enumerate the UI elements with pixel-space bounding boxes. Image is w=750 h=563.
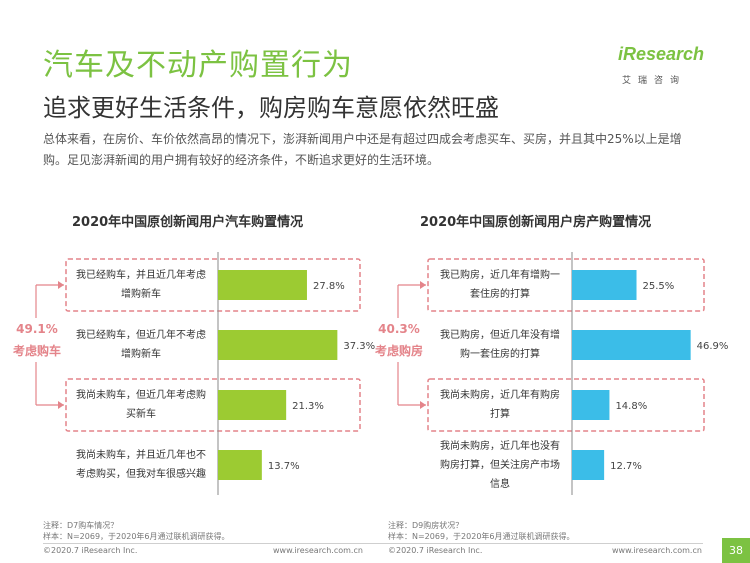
- car-bracket-arrow: [58, 281, 64, 289]
- house-bar: [572, 450, 605, 480]
- house-bar: [572, 330, 691, 360]
- car-bar: [218, 450, 262, 480]
- car-bracket-arrow: [58, 401, 64, 409]
- left-notes: 注释：D7购车情况？ 样本：N=2069，于2020年6月通过联机调研获得。: [43, 520, 230, 542]
- house-category-line: 套住房的打算: [470, 289, 530, 300]
- car-category-line: 增购新车: [121, 349, 161, 360]
- house-category-line: 我已购房，近几年有增购一: [440, 270, 560, 281]
- car-category-line: 考虑购买，但我对车很感兴趣: [76, 469, 206, 480]
- car-category-line: 买新车: [126, 409, 156, 420]
- car-bar: [218, 390, 287, 420]
- car-value-label: 13.7%: [268, 461, 300, 472]
- house-bar: [572, 270, 637, 300]
- car-bar: [218, 330, 338, 360]
- house-category-line: 我尚未购房，近几年也没有: [440, 440, 560, 452]
- house-highlight-box: [427, 258, 705, 312]
- house-highlight-box: [427, 378, 705, 432]
- house-value-label: 14.8%: [615, 401, 647, 412]
- house-group-percent: 40.3%: [378, 322, 420, 336]
- house-group-label: 考虑购房: [374, 344, 423, 358]
- house-category-line: 信息: [490, 478, 510, 490]
- car-category-line: 增购新车: [121, 289, 161, 300]
- house-value-label: 25.5%: [643, 281, 675, 292]
- house-bar: [572, 390, 610, 420]
- left-note-line: 注释：D7购车情况？: [43, 521, 119, 530]
- car-value-label: 21.3%: [292, 401, 324, 412]
- car-bar: [218, 270, 307, 300]
- car-group-percent: 49.1%: [16, 322, 58, 336]
- car-category-line: 我已经购车，但近几年不考虑: [76, 330, 206, 341]
- footer-url-left[interactable]: www.iresearch.com.cn: [273, 546, 363, 555]
- page-subtitle: 追求更好生活条件，购房购车意愿依然旺盛: [43, 94, 499, 122]
- car-highlight-box: [65, 258, 361, 312]
- car-group-label: 考虑购车: [12, 344, 61, 358]
- house-bracket-arrow: [420, 401, 426, 409]
- house-category-label: 我尚未购房，近几年也没有 购房打算，但关注房产市场 信息: [430, 437, 570, 494]
- car-category-label: 我已经购车，但近几年不考虑 增购新车: [66, 326, 216, 364]
- car-category-label: 我已经购车，并且近几年考虑 增购新车: [66, 266, 216, 304]
- footer-copyright-left: ©2020.7 iResearch Inc.: [43, 546, 138, 555]
- footer-divider: [43, 543, 703, 544]
- house-category-label: 我已购房，近几年有增购一 套住房的打算: [430, 266, 570, 304]
- house-category-line: 我已购房，但近几年没有增: [440, 330, 560, 341]
- house-category-line: 购一套住房的打算: [460, 349, 540, 360]
- house-category-label: 我尚未购房，近几年有购房 打算: [430, 386, 570, 424]
- house-category-label: 我已购房，但近几年没有增 购一套住房的打算: [430, 326, 570, 364]
- house-category-line: 打算: [490, 409, 510, 420]
- car-value-label: 27.8%: [313, 281, 345, 292]
- left-sample-line: 样本：N=2069，于2020年6月通过联机调研获得。: [43, 532, 230, 541]
- right-sample-line: 样本：N=2069，于2020年6月通过联机调研获得。: [388, 532, 575, 541]
- house-chart-title: 2020年中国原创新闻用户房产购置情况: [420, 215, 652, 230]
- right-notes: 注释：D9购房状况？ 样本：N=2069，于2020年6月通过联机调研获得。: [388, 520, 575, 542]
- car-chart-title: 2020年中国原创新闻用户汽车购置情况: [72, 215, 304, 230]
- car-value-label: 37.3%: [343, 341, 375, 352]
- logo-subtext: 艾瑞咨询: [622, 76, 687, 86]
- house-value-label: 46.9%: [697, 341, 729, 352]
- car-category-line: 我尚未购车，并且近几年也不: [76, 450, 206, 461]
- page-title: 汽车及不动产购置行为: [43, 48, 353, 83]
- footer-copyright-right: ©2020.7 iResearch Inc.: [388, 546, 483, 555]
- house-bracket-arrow: [420, 281, 426, 289]
- page-description: 总体来看，在房价、车价依然高昂的情况下，澎湃新闻用户中还是有超过四成会考虑买车、…: [43, 132, 682, 167]
- house-category-line: 我尚未购房，近几年有购房: [440, 390, 560, 401]
- page-number: 38: [722, 538, 750, 563]
- car-category-line: 我已经购车，并且近几年考虑: [76, 270, 206, 281]
- footer-url-right[interactable]: www.iresearch.com.cn: [612, 546, 702, 555]
- car-category-line: 我尚未购车，但近几年考虑购: [76, 390, 206, 401]
- right-note-line: 注释：D9购房状况？: [388, 521, 464, 530]
- iresearch-logo: iResearch 艾瑞咨询: [618, 40, 714, 90]
- car-category-label: 我尚未购车，并且近几年也不 考虑购买，但我对车很感兴趣: [66, 446, 216, 484]
- car-highlight-box: [65, 378, 361, 432]
- house-category-line: 购房打算，但关注房产市场: [440, 459, 560, 471]
- car-category-label: 我尚未购车，但近几年考虑购 买新车: [66, 386, 216, 424]
- logo-text: iResearch: [618, 44, 705, 64]
- house-value-label: 12.7%: [610, 461, 642, 472]
